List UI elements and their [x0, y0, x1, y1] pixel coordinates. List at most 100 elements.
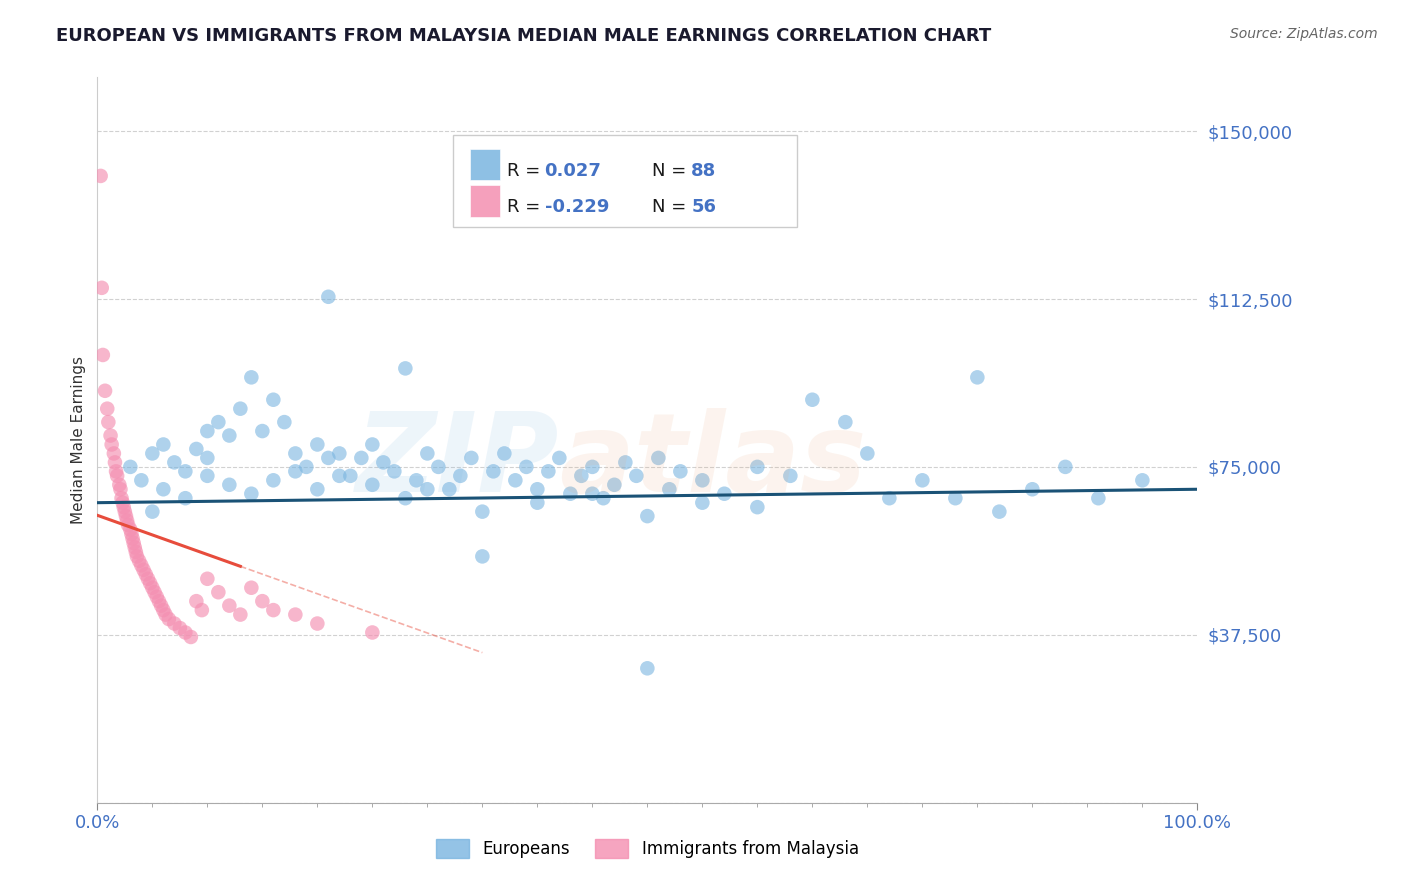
Point: [1087, 491, 1109, 506]
Point: [537, 464, 560, 478]
Point: [207, 585, 229, 599]
Point: [262, 473, 284, 487]
Point: [307, 482, 329, 496]
Point: [125, 545, 148, 559]
Point: [339, 468, 361, 483]
Point: [131, 473, 153, 487]
Point: [262, 392, 284, 407]
Point: [120, 459, 142, 474]
Point: [195, 572, 218, 586]
Point: [120, 527, 142, 541]
Point: [148, 594, 170, 608]
Point: [108, 477, 131, 491]
Text: EUROPEAN VS IMMIGRANTS FROM MALAYSIA MEDIAN MALE EARNINGS CORRELATION CHART: EUROPEAN VS IMMIGRANTS FROM MALAYSIA MED…: [56, 27, 991, 45]
Point: [218, 477, 240, 491]
Point: [105, 468, 128, 483]
Point: [569, 468, 592, 483]
Point: [180, 630, 202, 644]
Point: [152, 603, 174, 617]
Point: [943, 491, 966, 506]
Point: [1130, 473, 1153, 487]
Point: [626, 468, 648, 483]
Point: [115, 509, 138, 524]
Point: [174, 625, 197, 640]
Point: [262, 603, 284, 617]
Point: [121, 532, 143, 546]
Y-axis label: Median Male Earnings: Median Male Earnings: [72, 356, 86, 524]
Text: atlas: atlas: [560, 409, 866, 516]
Point: [191, 603, 214, 617]
Point: [122, 536, 145, 550]
Point: [988, 505, 1011, 519]
Point: [229, 607, 252, 622]
Point: [111, 496, 134, 510]
Point: [505, 473, 527, 487]
Point: [207, 415, 229, 429]
Point: [155, 607, 177, 622]
Point: [394, 361, 416, 376]
Point: [515, 459, 537, 474]
Point: [713, 487, 735, 501]
Point: [614, 455, 637, 469]
Point: [218, 428, 240, 442]
Point: [94, 384, 117, 398]
Text: Source: ZipAtlas.com: Source: ZipAtlas.com: [1230, 27, 1378, 41]
Point: [240, 581, 263, 595]
Point: [145, 590, 167, 604]
Point: [856, 446, 879, 460]
Point: [141, 446, 163, 460]
Point: [834, 415, 856, 429]
Point: [240, 370, 263, 384]
Point: [647, 450, 669, 465]
Point: [131, 558, 153, 573]
Point: [105, 464, 128, 478]
Point: [779, 468, 801, 483]
Point: [879, 491, 901, 506]
Point: [90, 281, 112, 295]
Point: [471, 549, 494, 564]
Point: [1021, 482, 1043, 496]
Point: [361, 477, 384, 491]
Point: [100, 437, 122, 451]
Point: [110, 482, 132, 496]
Point: [117, 518, 139, 533]
Point: [361, 625, 384, 640]
Point: [132, 563, 155, 577]
Point: [318, 450, 340, 465]
Point: [1054, 459, 1077, 474]
Point: [115, 514, 138, 528]
Point: [394, 491, 416, 506]
Text: N =: N =: [652, 198, 692, 217]
Point: [658, 482, 681, 496]
Point: [96, 401, 118, 416]
Point: [169, 621, 191, 635]
Point: [911, 473, 934, 487]
Point: [669, 464, 692, 478]
Point: [124, 541, 146, 555]
Point: [143, 585, 166, 599]
Point: [581, 487, 603, 501]
Point: [90, 169, 112, 183]
Point: [141, 505, 163, 519]
Point: [195, 468, 218, 483]
Point: [548, 450, 571, 465]
Point: [692, 496, 714, 510]
Point: [195, 450, 218, 465]
Point: [273, 415, 295, 429]
Point: [361, 437, 384, 451]
Point: [150, 599, 173, 613]
Point: [125, 549, 148, 564]
Point: [405, 473, 427, 487]
Point: [471, 505, 494, 519]
Point: [152, 437, 174, 451]
Point: [747, 500, 769, 515]
Point: [460, 450, 482, 465]
Point: [318, 290, 340, 304]
Point: [174, 464, 197, 478]
Text: -0.229: -0.229: [544, 198, 609, 217]
Point: [801, 392, 824, 407]
Point: [560, 487, 582, 501]
Text: 88: 88: [692, 161, 717, 180]
Point: [295, 459, 318, 474]
Point: [328, 446, 350, 460]
